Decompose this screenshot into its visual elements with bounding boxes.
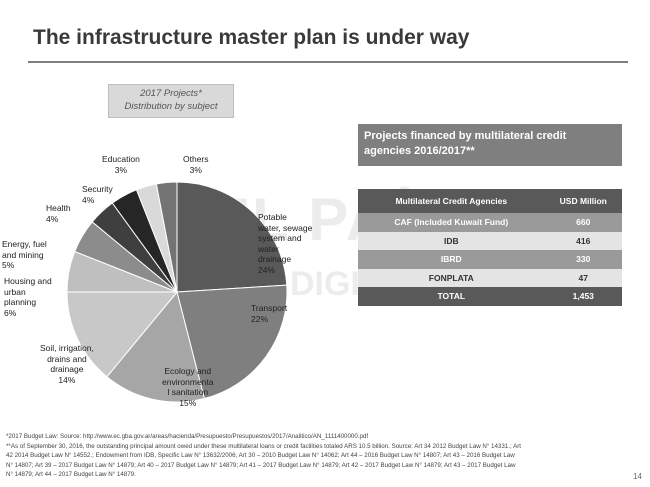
data-label-transport: Transport 22% [251, 303, 287, 324]
table-cell-agency: IDB [358, 231, 545, 250]
data-label-line: planning [4, 297, 37, 307]
data-label-line: l sanitation [167, 387, 209, 397]
table-total-value: 1,453 [544, 287, 622, 306]
data-label-health: Health 4% [46, 203, 71, 224]
data-label-line: 14% [58, 374, 76, 385]
footnote-line: **As of September 30, 2016, the outstand… [6, 442, 521, 450]
data-label-housing-and-urban-planning: Housing and urban planning 6% [4, 276, 52, 318]
data-label-line: Potable [258, 212, 287, 222]
data-label-line: drainage [258, 254, 292, 264]
pie-slice-others [155, 181, 178, 293]
footnotes: *2017 Budget Law: Source: http://www.ec.… [6, 432, 636, 480]
data-label-energy-fuel-and-mining: Energy, fuel and mining 5% [2, 239, 47, 271]
data-label-line: Health [46, 203, 71, 213]
data-label-line: system and [258, 233, 302, 243]
data-label-line: 6% [4, 307, 17, 318]
table-cell-agency: IBRD [358, 250, 545, 269]
data-label-line: Others [183, 154, 209, 164]
pie-slice-transport [176, 284, 288, 400]
data-label-line: 4% [82, 194, 95, 205]
footnote-line: N° 14879; Art 44 – 2017 Budget Law N° 14… [6, 471, 136, 478]
data-label-line: 3% [189, 164, 202, 175]
data-label-line: 15% [179, 397, 197, 408]
table-row: FONPLATA 47 [358, 268, 622, 287]
table-row: IBRD 330 [358, 250, 622, 269]
footnote-line: N° 14807; Art 39 – 2017 Budget Law N° 14… [6, 461, 516, 469]
data-label-security: Security 4% [82, 184, 113, 205]
table-cell-amount: 660 [544, 213, 622, 232]
data-label-line: Education [102, 154, 140, 164]
table-header-agency: Multilateral Credit Agencies [358, 189, 545, 213]
table-cell-amount: 416 [544, 231, 622, 250]
table-cell-agency: CAF (Included Kuwait Fund) [358, 213, 545, 232]
data-label-potable-water-sewage-system-and-water-drainage: Potable water, sewage system and water drain… [258, 212, 312, 275]
table-total-row: TOTAL 1,453 [358, 287, 622, 306]
data-label-line: Soil, irrigation, [40, 343, 94, 353]
data-label-soil-irrigation-drains-and-drainage: Soil, irrigation, drains and drainage 14% [40, 343, 94, 385]
chart-caption-line-2: Distribution by subject [124, 101, 218, 112]
pie-slice-potable-water-sewage-system-and-water-drainage [176, 181, 288, 293]
pie-slice-soil-irrigation-drains-and-drainage [66, 291, 179, 378]
table-total-label: TOTAL [358, 287, 545, 306]
data-label-line: Transport [251, 303, 288, 313]
table-cell-amount: 47 [544, 268, 622, 287]
data-label-line: 5% [2, 260, 15, 270]
table-row: IDB 416 [358, 231, 622, 250]
table-header-usd: USD Million [544, 189, 622, 213]
table-cell-agency: FONPLATA [358, 268, 545, 287]
credit-agencies-table: Multilateral Credit Agencies USD Million… [358, 189, 622, 306]
data-label-line: 24% [258, 264, 276, 275]
footnote-line: *2017 Budget Law: Source: http://www.ec.… [6, 433, 369, 440]
data-label-education: Education 3% [102, 154, 140, 175]
data-label-line: water [258, 243, 279, 254]
footnote-line: 42 2014 Budget Law N° 14552.; Endowment … [6, 452, 515, 459]
chart-caption: 2017 Projects* Distribution by subject [108, 84, 234, 118]
chart-caption-line-1: 2017 Projects* [140, 88, 202, 99]
data-label-line: 3% [114, 164, 128, 175]
data-label-others: Others 3% [183, 154, 209, 175]
data-label-line: drainage [50, 364, 84, 374]
data-label-line: Housing and [4, 276, 52, 286]
data-label-line: Security [82, 184, 113, 194]
table-row: CAF (Included Kuwait Fund) 660 [358, 213, 622, 232]
data-label-ecology-and-environmental-sanitation: Ecology and environmenta l sanitation 15% [162, 366, 214, 408]
data-label-line: Energy, fuel [2, 239, 47, 249]
data-label-line: 22% [251, 313, 269, 324]
pie-slice-ecology-and-environmental-sanitation [106, 290, 205, 403]
title-divider [28, 61, 628, 63]
page-number: 14 [633, 472, 642, 481]
data-label-line: environmenta [162, 376, 214, 387]
page-title: The infrastructure master plan is under … [33, 26, 470, 49]
credit-table-title: Projects financed by multilateral credit… [358, 124, 622, 166]
data-label-line: drains and [47, 353, 87, 364]
data-label-line: 4% [46, 213, 59, 224]
data-label-line: water, sewage [258, 222, 313, 233]
data-label-line: and mining [2, 249, 44, 260]
table-cell-amount: 330 [544, 250, 622, 269]
data-label-line: urban [4, 286, 26, 297]
data-label-line: Ecology and [164, 366, 212, 376]
